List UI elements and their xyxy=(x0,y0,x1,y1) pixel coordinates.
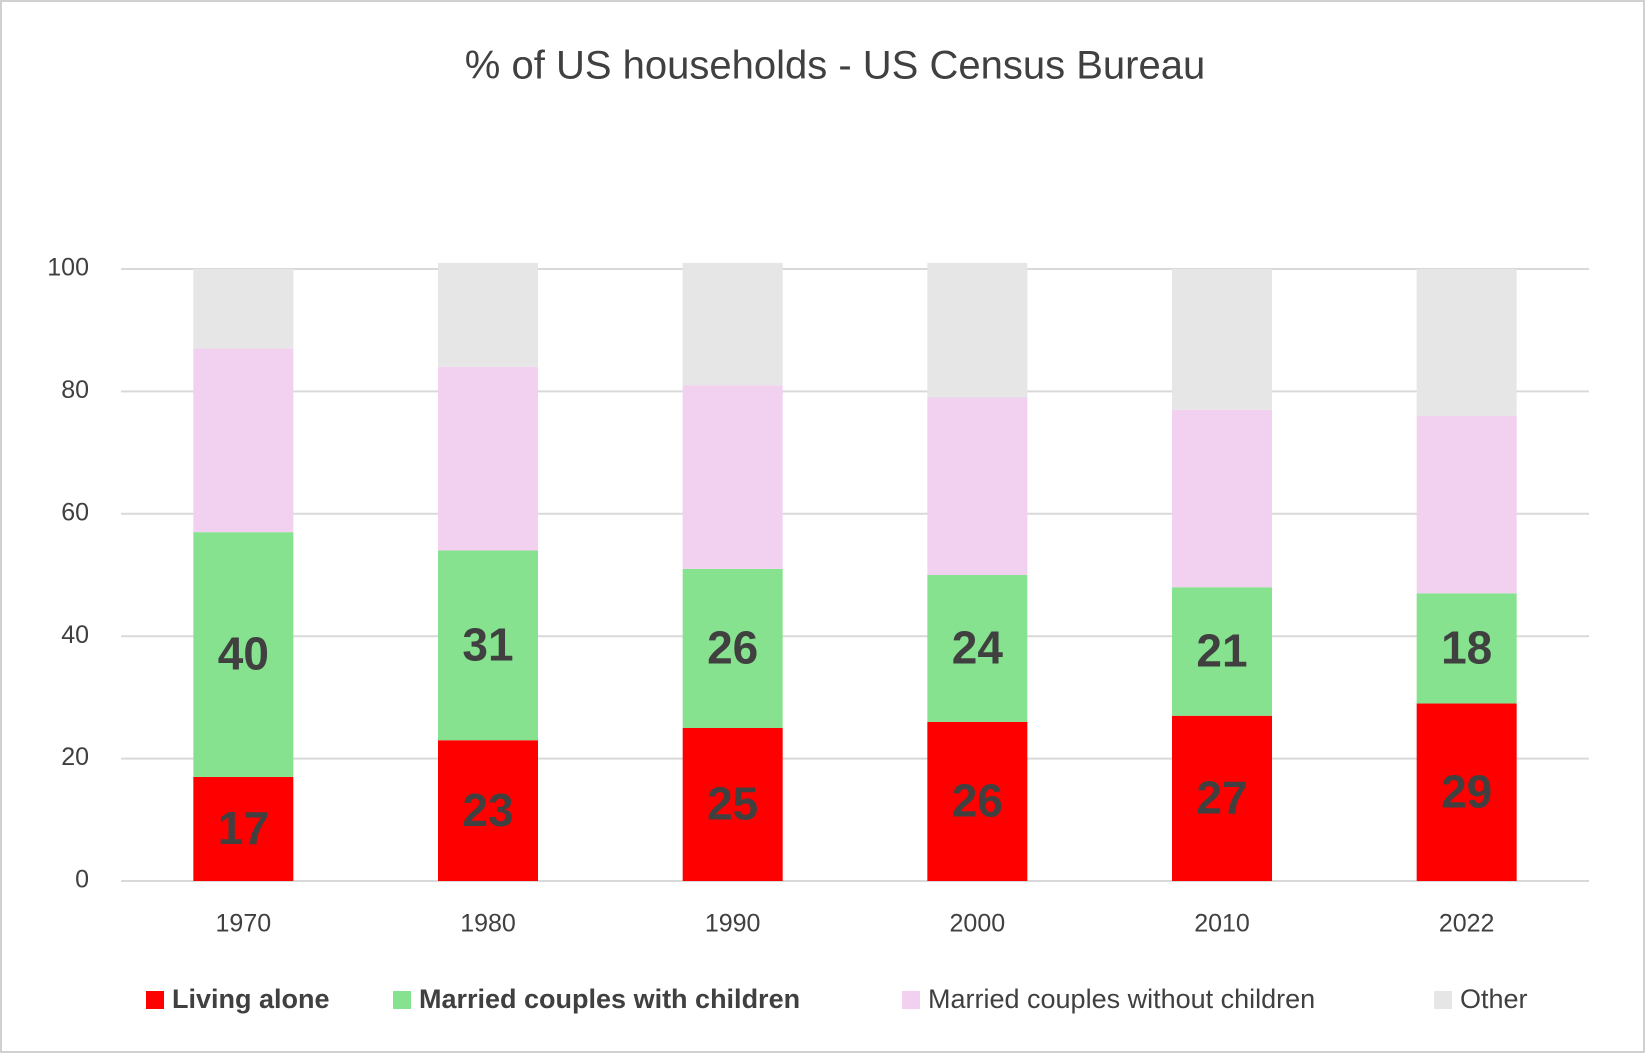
data-label: 25 xyxy=(707,778,758,830)
data-label: 24 xyxy=(952,622,1004,674)
x-tick-label: 2022 xyxy=(1439,910,1495,938)
data-label: 31 xyxy=(462,619,513,671)
bar-segment xyxy=(193,269,294,349)
y-tick-label: 100 xyxy=(47,254,89,282)
legend-label: Living alone xyxy=(172,984,330,1014)
x-tick-label: 1990 xyxy=(705,910,761,938)
data-label: 17 xyxy=(218,802,269,854)
data-label: 26 xyxy=(707,622,758,674)
chart-title: % of US households - US Census Bureau xyxy=(465,44,1205,88)
bar-segment xyxy=(682,385,783,569)
data-label: 23 xyxy=(462,784,513,836)
x-tick-label: 2010 xyxy=(1194,910,1250,938)
legend-label: Other xyxy=(1460,984,1528,1014)
data-label: 18 xyxy=(1441,622,1492,674)
legend-swatch xyxy=(1434,991,1452,1009)
data-label: 21 xyxy=(1196,625,1247,677)
data-label: 40 xyxy=(218,628,269,680)
bar-segment xyxy=(438,740,538,881)
bar-segment xyxy=(1416,703,1517,881)
bar-segment xyxy=(1416,593,1517,704)
x-tick-label: 1980 xyxy=(460,910,516,938)
y-tick-label: 60 xyxy=(61,498,89,526)
bar-segment xyxy=(438,550,538,741)
bar-segment xyxy=(1172,409,1272,588)
bar-segment xyxy=(682,262,783,386)
data-label: 27 xyxy=(1196,772,1247,824)
y-tick-label: 40 xyxy=(61,621,89,649)
y-tick-label: 80 xyxy=(61,376,89,404)
y-tick-label: 0 xyxy=(75,866,89,894)
legend-swatch xyxy=(146,991,164,1009)
bar-segment xyxy=(438,262,538,367)
bar-segment xyxy=(927,575,1028,722)
bar-segment xyxy=(682,568,783,728)
bar-segment xyxy=(438,366,538,551)
bar-segment xyxy=(682,728,783,881)
x-tick-label: 2000 xyxy=(950,910,1006,938)
bar-segment xyxy=(1416,415,1517,594)
bar-segment xyxy=(1416,269,1517,416)
x-tick-label: 1970 xyxy=(216,910,272,938)
legend-label: Married couples with children xyxy=(419,984,800,1014)
bar-segment xyxy=(1172,715,1272,881)
legend-swatch xyxy=(902,991,920,1009)
y-tick-label: 20 xyxy=(61,743,89,771)
bar-segment xyxy=(927,262,1028,398)
bar-segment xyxy=(1172,587,1272,716)
legend-label: Married couples without children xyxy=(928,984,1315,1014)
data-label: 29 xyxy=(1441,765,1492,817)
data-label: 26 xyxy=(952,775,1003,827)
legend-swatch xyxy=(393,991,411,1009)
bar-segment xyxy=(193,532,294,777)
bar-segment xyxy=(1172,269,1272,410)
bar-segment xyxy=(193,776,294,881)
bar-segment xyxy=(927,397,1028,575)
bar-segment xyxy=(927,721,1028,881)
bar-segment xyxy=(193,348,294,533)
